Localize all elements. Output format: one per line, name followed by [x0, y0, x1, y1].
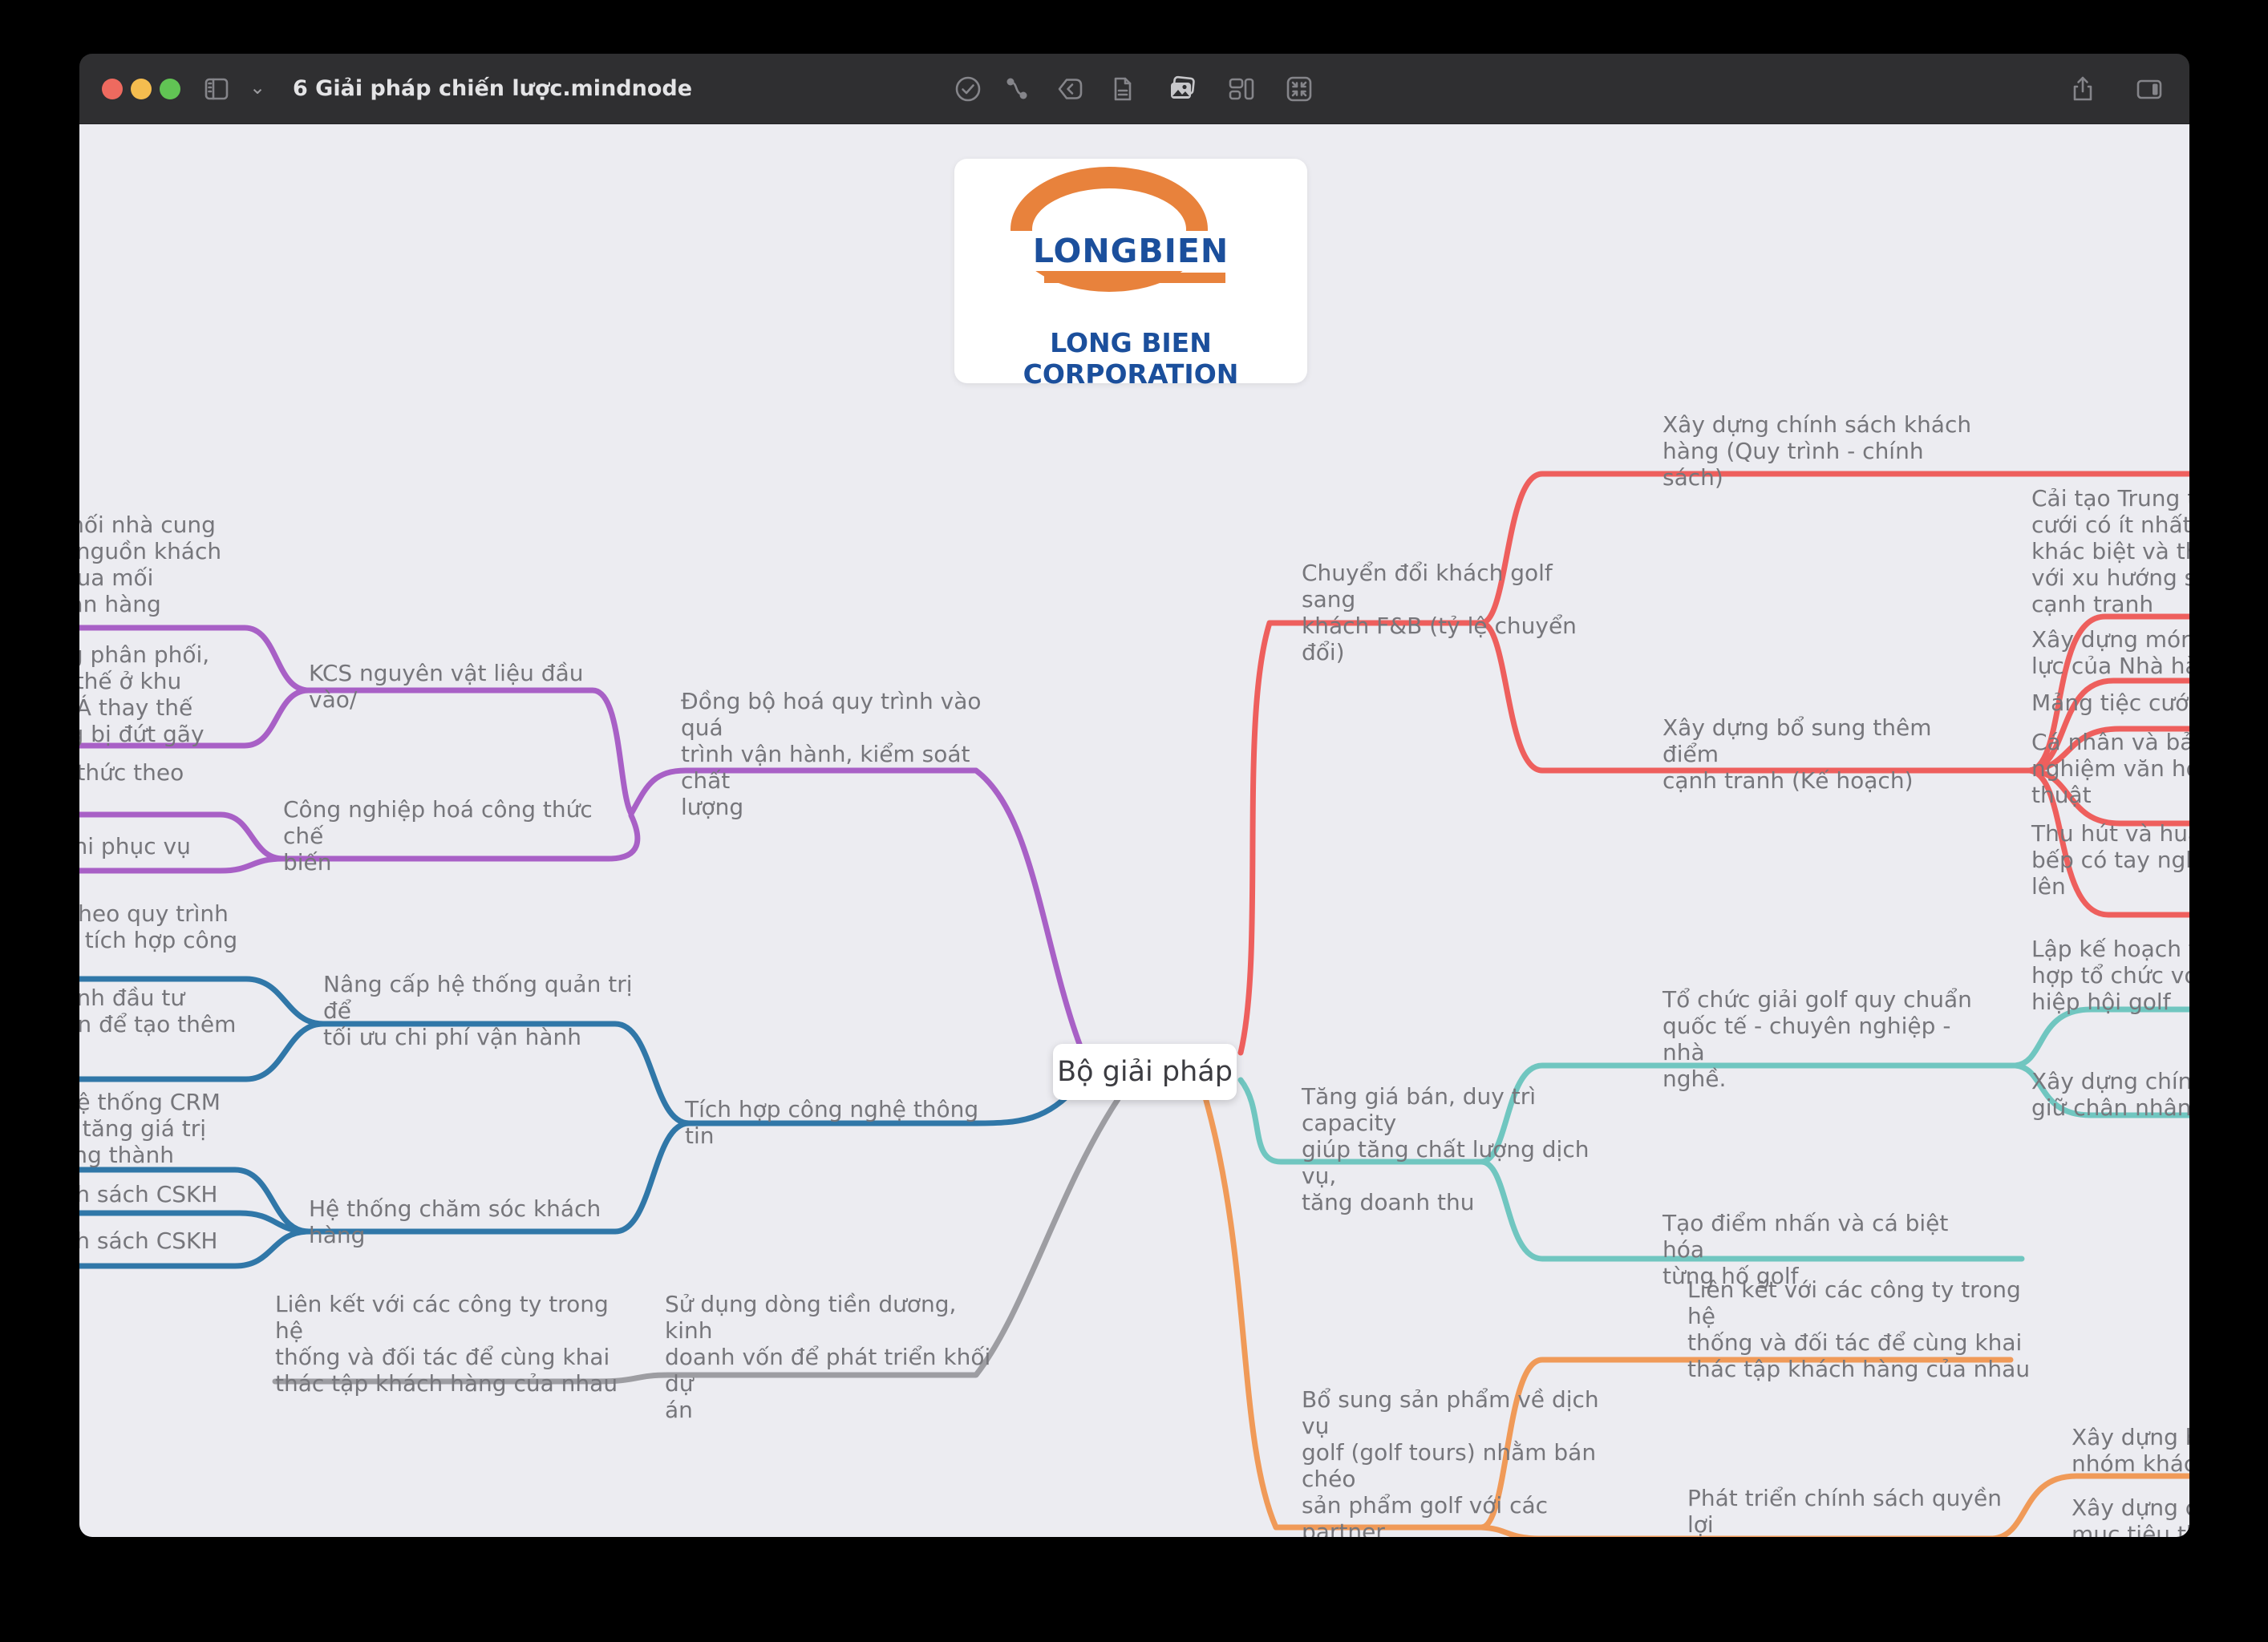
node-investment-truncated[interactable]: mạnh đầu tư g tin để tạo thêm h	[79, 985, 237, 1037]
titlebar: ⌄ 6 Giải pháp chiến lược.mindnode	[79, 54, 2189, 124]
node-recipe-truncated[interactable]: ng thức theo	[79, 759, 184, 786]
window-title: 6 Giải pháp chiến lược.mindnode	[293, 76, 693, 101]
node-cskh-policy-1[interactable]: hính sách CSKH	[79, 1181, 218, 1207]
node-golf-tournament[interactable]: Tổ chức giải golf quy chuẩn quốc tế - ch…	[1663, 986, 1972, 1092]
collapse-arrows-icon[interactable]	[1285, 75, 1314, 103]
node-recruit-chefs-truncated[interactable]: Thu hút và huấn bếp có tay nghề lên	[2031, 820, 2189, 900]
node-cskh-policy-2[interactable]: hính sách CSKH	[79, 1227, 218, 1254]
window-control-zoom[interactable]	[160, 79, 180, 99]
node-golf-tours-cross-sell[interactable]: Bổ sung sản phẩm về dịch vụ golf (golf t…	[1302, 1386, 1599, 1537]
node-customer-groups-truncated[interactable]: Xây dựng bộ nhóm khách	[2072, 1424, 2189, 1477]
media-gallery-icon[interactable]	[1168, 75, 1197, 103]
node-partner-link-gray[interactable]: Liên kết với các công ty trong hệ thống …	[275, 1291, 618, 1397]
node-supplier-truncated[interactable]: u mối nhà cung ua nguồn khách g qua mối …	[79, 512, 222, 617]
logo-bar	[1044, 273, 1225, 283]
node-retain-staff-truncated[interactable]: Xây dựng chính giữ chân nhân	[2031, 1068, 2189, 1121]
node-positive-cashflow[interactable]: Sử dụng dòng tiền dương, kinh doanh vốn …	[665, 1291, 991, 1423]
document-icon[interactable]	[1108, 75, 1137, 103]
chevron-down-icon[interactable]: ⌄	[249, 76, 266, 99]
window-control-close[interactable]	[102, 79, 123, 99]
layout-boards-icon[interactable]	[1227, 75, 1256, 103]
window-control-minimize[interactable]	[131, 79, 152, 99]
node-kcs-input-materials[interactable]: KCS nguyên vật liệu đầu vào/	[309, 660, 584, 713]
sidebar-toggle-icon[interactable]	[202, 75, 231, 103]
node-golf-to-fnb[interactable]: Chuyển đổi khách golf sang khách F&B (tỷ…	[1302, 560, 1577, 665]
node-process-truncated[interactable]: rc theo quy trình apt tích hợp công	[79, 900, 238, 953]
checkmark-circle-icon[interactable]	[954, 75, 982, 103]
node-partner-link-orange[interactable]: Liên kết với các công ty trong hệ thống …	[1687, 1276, 2031, 1382]
node-golf-hole-highlight[interactable]: Tạo điểm nhấn và cá biệt hóa từng hố gol…	[1663, 1210, 1949, 1289]
logo-brand-text: LONGBIEN	[1032, 232, 1229, 270]
node-connection-icon[interactable]	[1002, 75, 1031, 103]
node-customer-care-system[interactable]: Hệ thống chăm sóc khách hàng	[309, 1195, 601, 1248]
share-icon[interactable]	[2068, 75, 2097, 103]
app-window: ⌄ 6 Giải pháp chiến lược.mindnode	[79, 54, 2189, 1537]
right-panel-toggle-icon[interactable]	[2135, 75, 2164, 103]
logo-company-text: LONG BIEN CORPORATION	[1023, 327, 1239, 390]
node-customer-policy[interactable]: Xây dựng chính sách khách hàng (Quy trìn…	[1663, 411, 1972, 491]
node-signature-dishes-truncated[interactable]: Xây dựng món ăn lực của Nhà hàng	[2031, 626, 2189, 679]
node-association-plan-truncated[interactable]: Lập kế hoạch tổ hợp tổ chức với hiệp hội…	[2031, 936, 2189, 1015]
node-upgrade-management-system[interactable]: Nâng cấp hệ thống quản trị để tối ưu chi…	[323, 971, 633, 1050]
node-it-integration[interactable]: Tích hợp công nghệ thông tin	[685, 1096, 979, 1149]
node-raise-price-capacity[interactable]: Tăng giá bán, duy trì capacity giúp tăng…	[1302, 1083, 1590, 1215]
logo-node[interactable]: LONGBIEN LONG BIEN CORPORATION	[954, 159, 1307, 390]
node-distribution-truncated[interactable]: ống phân phối, ay thế ở khu âu Á thay th…	[79, 641, 210, 747]
node-crm-truncated[interactable]: n hệ thống CRM gia tăng giá trị trung th…	[79, 1089, 221, 1168]
back-tag-icon[interactable]	[1056, 75, 1085, 103]
node-industrialize-recipes[interactable]: Công nghiệp hoá công thức chế biến	[283, 796, 593, 876]
node-customer-benefit-policy[interactable]: Phát triển chính sách quyền lợi khách hà…	[1687, 1485, 2002, 1537]
node-competitive-points[interactable]: Xây dựng bổ sung thêm điểm cạnh tranh (K…	[1663, 714, 1932, 794]
node-renovate-center-truncated[interactable]: Cải tạo Trung tâm cưới có ít nhất 01 khá…	[2031, 485, 2189, 617]
node-sync-processes[interactable]: Đồng bộ hoá quy trình vào quá trình vận …	[681, 688, 982, 820]
node-serving-truncated[interactable]: c khi phục vụ	[79, 833, 191, 859]
mindmap-canvas[interactable]: LONGBIEN LONG BIEN CORPORATION Bộ giải p…	[79, 124, 2189, 1537]
node-target-mechanism-truncated[interactable]: Xây dựng cơ mục tiêu the	[2072, 1494, 2189, 1537]
root-topic[interactable]: Bộ giải pháp	[1053, 1044, 1237, 1100]
node-wedding-segment-truncated[interactable]: Mảng tiệc cưới n	[2031, 690, 2189, 716]
branch-lines	[79, 471, 2189, 1537]
node-cultural-experience-truncated[interactable]: Cá nhân và bản nghiệm văn hoá, thuật	[2031, 729, 2189, 808]
